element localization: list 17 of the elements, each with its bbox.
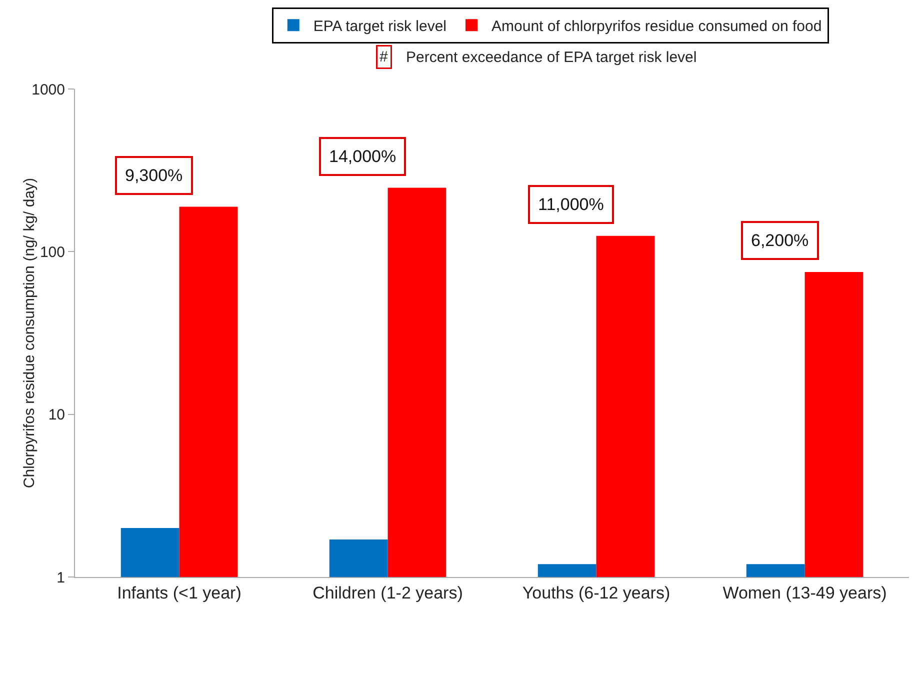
x-tick-label: Youths (6-12 years) (522, 583, 670, 602)
annotation: 6,200% (751, 231, 809, 250)
text: Percent exceedance of EPA target risk level (406, 49, 697, 66)
y-tick-label: 100 (40, 244, 65, 261)
legend-label: Amount of chlorpyrifos residue consumed on food (492, 18, 822, 35)
x-tick-label: Women (13-49 years) (722, 583, 887, 602)
y-axis-title: Chlorpyrifos residue consumption (ng/ kg/ day) (20, 178, 38, 488)
y-tick-label: 1000 (32, 81, 65, 98)
legend-label: EPA target risk level (313, 18, 447, 35)
y-tick-label: 10 (48, 406, 65, 424)
x-tick-label: Children (1-2 years) (312, 583, 463, 602)
y-tick-label: 1 (56, 569, 65, 586)
annotation: 9,300% (125, 166, 183, 185)
annotation: 11,000% (538, 195, 604, 214)
annotation: 14,000% (329, 147, 396, 166)
x-tick-label: Infants (<1 year) (117, 583, 242, 602)
text: # (380, 48, 388, 66)
